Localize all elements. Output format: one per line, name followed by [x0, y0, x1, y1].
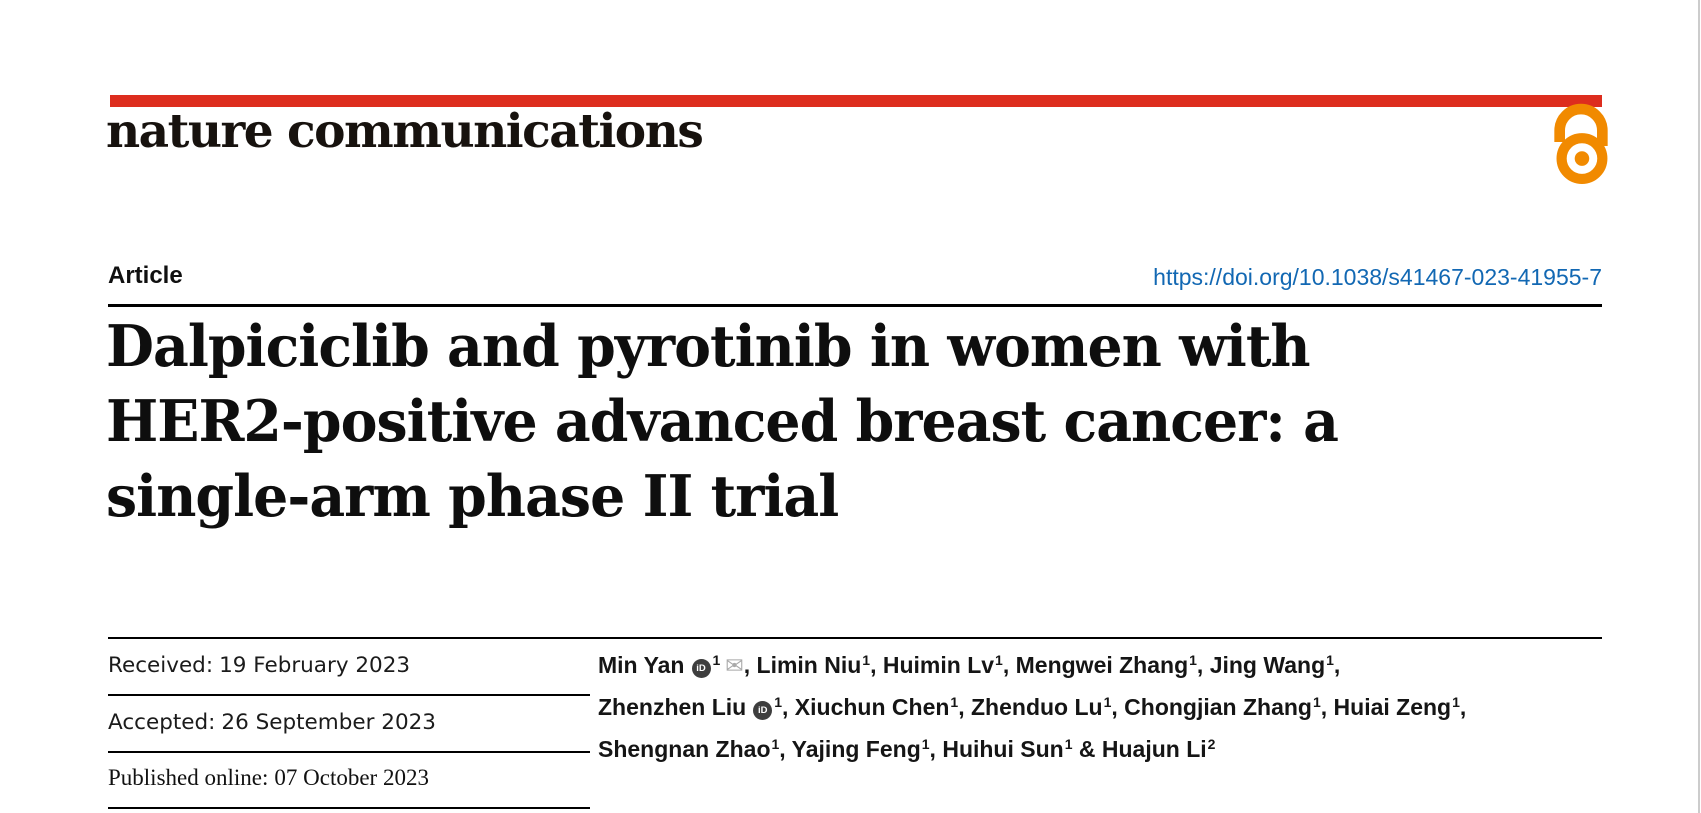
affiliation-superscript: 1 — [712, 652, 721, 668]
author-name: Zhenzhen Liu — [598, 694, 747, 720]
divider-rule-accepted — [108, 751, 590, 753]
history-row-accepted: Accepted: 26 September 2023 — [108, 710, 436, 735]
affiliation-superscript: 1 — [1103, 694, 1112, 710]
doi-link[interactable]: https://doi.org/10.1038/s41467-023-41955… — [1153, 264, 1602, 290]
author-line: Shengnan Zhao1, Yajing Feng1, Huihui Sun… — [598, 730, 1466, 772]
article-title-line: single-arm phase II trial — [106, 463, 839, 530]
author-list: Min Yan iD1 ✉, Limin Niu1, Huimin Lv1, Men… — [598, 646, 1466, 772]
affiliation-superscript: 1 — [995, 652, 1003, 668]
orcid-icon[interactable]: iD — [753, 701, 773, 720]
author-separator: , — [1111, 694, 1125, 720]
author-name: Huimin Lv — [882, 652, 995, 678]
page-edge-line — [1698, 0, 1700, 813]
history-row-received: Received: 19 February 2023 — [108, 653, 410, 678]
email-icon[interactable]: ✉ — [725, 653, 744, 678]
author-name: Min Yan — [598, 652, 685, 678]
article-title: Dalpiciclib and pyrotinib in women with … — [106, 309, 1561, 534]
affiliation-superscript: 1 — [1312, 694, 1321, 710]
published-label: Published online: — [108, 765, 269, 790]
author-name: Yajing Feng — [791, 736, 921, 762]
affiliation-superscript: 1 — [950, 694, 959, 710]
article-title-line: HER2-positive advanced breast cancer: a — [106, 388, 1339, 455]
author-name: Mengwei Zhang — [1015, 652, 1189, 678]
author-line: Zhenzhen Liu iD1, Xiuchun Chen1, Zhenduo … — [598, 688, 1466, 730]
affiliation-superscript: 1 — [1452, 694, 1460, 710]
affiliation-superscript: 1 — [774, 694, 783, 710]
author-separator: , — [1196, 652, 1210, 678]
published-date: 07 October 2023 — [274, 765, 429, 790]
affiliation-superscript: 1 — [1064, 736, 1073, 752]
received-date: 19 February 2023 — [219, 653, 411, 678]
open-access-icon — [1554, 103, 1608, 184]
author-name: Huiai Zeng — [1333, 694, 1452, 720]
article-type-label: Article — [108, 262, 183, 289]
accepted-date: 26 September 2023 — [221, 710, 436, 735]
author-separator: , — [1333, 652, 1341, 678]
accepted-label: Accepted: — [108, 710, 216, 735]
affiliation-superscript: 1 — [921, 736, 930, 752]
author-name: Zhenduo Lu — [971, 694, 1103, 720]
affiliation-superscript: 1 — [1326, 652, 1334, 668]
author-name: Shengnan Zhao — [598, 736, 771, 762]
author-name: Chongjian Zhang — [1124, 694, 1312, 720]
author-name: Xiuchun Chen — [794, 694, 950, 720]
author-separator: , — [1320, 694, 1334, 720]
author-separator: , — [929, 736, 943, 762]
author-separator: , — [743, 652, 757, 678]
received-label: Received: — [108, 653, 214, 678]
author-separator: , — [1459, 694, 1467, 720]
divider-rule-header — [108, 304, 1602, 307]
author-separator: & — [1072, 736, 1102, 762]
author-separator: , — [1002, 652, 1016, 678]
author-name: Limin Niu — [756, 652, 862, 678]
journal-logo: nature communications — [106, 104, 704, 159]
author-name: Huihui Sun — [942, 736, 1064, 762]
divider-rule-history-top — [108, 637, 1602, 639]
masthead-red-bar — [110, 95, 1602, 107]
author-separator: , — [870, 652, 883, 678]
divider-rule-received — [108, 694, 590, 696]
author-name: Jing Wang — [1209, 652, 1326, 678]
author-separator: , — [958, 694, 971, 720]
affiliation-superscript: 1 — [771, 736, 780, 752]
affiliation-superscript: 1 — [862, 652, 871, 668]
orcid-icon[interactable]: iD — [691, 659, 711, 678]
affiliation-superscript: 2 — [1207, 736, 1216, 752]
affiliation-superscript: 1 — [1189, 652, 1197, 668]
author-name: Huajun Li — [1101, 736, 1207, 762]
author-separator: , — [779, 736, 792, 762]
author-line: Min Yan iD1 ✉, Limin Niu1, Huimin Lv1, Men… — [598, 646, 1466, 688]
article-title-line: Dalpiciclib and pyrotinib in women with — [106, 313, 1311, 380]
history-row-published: Published online: 07 October 2023 — [108, 765, 429, 791]
author-separator: , — [782, 694, 795, 720]
divider-rule-published — [108, 807, 590, 809]
